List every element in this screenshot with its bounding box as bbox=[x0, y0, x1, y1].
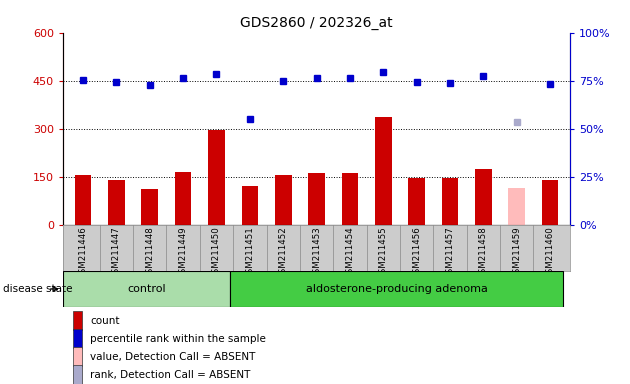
Bar bbox=[141, 189, 158, 225]
Text: rank, Detection Call = ABSENT: rank, Detection Call = ABSENT bbox=[90, 370, 250, 380]
Text: GSM211452: GSM211452 bbox=[278, 226, 288, 279]
Text: GSM211459: GSM211459 bbox=[512, 226, 521, 279]
Text: disease state: disease state bbox=[3, 284, 72, 294]
Bar bbox=[442, 178, 459, 225]
Text: GSM211453: GSM211453 bbox=[312, 226, 321, 279]
Bar bbox=[275, 175, 292, 225]
Bar bbox=[175, 172, 192, 225]
Bar bbox=[73, 311, 83, 330]
Bar bbox=[63, 271, 230, 307]
Bar bbox=[375, 118, 392, 225]
Text: aldosterone-producing adenoma: aldosterone-producing adenoma bbox=[306, 284, 488, 294]
Bar bbox=[208, 130, 225, 225]
Title: GDS2860 / 202326_at: GDS2860 / 202326_at bbox=[240, 16, 393, 30]
Text: GSM211456: GSM211456 bbox=[412, 226, 421, 279]
Bar bbox=[73, 329, 83, 348]
Bar bbox=[475, 169, 492, 225]
Text: percentile rank within the sample: percentile rank within the sample bbox=[90, 334, 266, 344]
Bar bbox=[341, 173, 358, 225]
Text: value, Detection Call = ABSENT: value, Detection Call = ABSENT bbox=[90, 352, 255, 362]
Bar bbox=[73, 365, 83, 384]
Bar bbox=[508, 188, 525, 225]
Text: GSM211446: GSM211446 bbox=[79, 226, 88, 279]
Text: GSM211447: GSM211447 bbox=[112, 226, 121, 279]
Text: GSM211451: GSM211451 bbox=[245, 226, 255, 279]
Text: count: count bbox=[90, 316, 119, 326]
Bar bbox=[108, 180, 125, 225]
Text: GSM211454: GSM211454 bbox=[345, 226, 355, 279]
Bar bbox=[230, 271, 563, 307]
Bar bbox=[408, 178, 425, 225]
Bar bbox=[75, 175, 91, 225]
Bar bbox=[542, 180, 558, 225]
Text: GSM211455: GSM211455 bbox=[379, 226, 388, 279]
Bar bbox=[73, 347, 83, 366]
Text: GSM211458: GSM211458 bbox=[479, 226, 488, 279]
Text: GSM211449: GSM211449 bbox=[179, 226, 188, 279]
Bar bbox=[241, 186, 258, 225]
Text: GSM211448: GSM211448 bbox=[146, 226, 154, 279]
Bar bbox=[308, 174, 325, 225]
Text: GSM211450: GSM211450 bbox=[212, 226, 221, 279]
Text: GSM211460: GSM211460 bbox=[546, 226, 554, 279]
Text: GSM211457: GSM211457 bbox=[445, 226, 454, 279]
Text: control: control bbox=[127, 284, 166, 294]
